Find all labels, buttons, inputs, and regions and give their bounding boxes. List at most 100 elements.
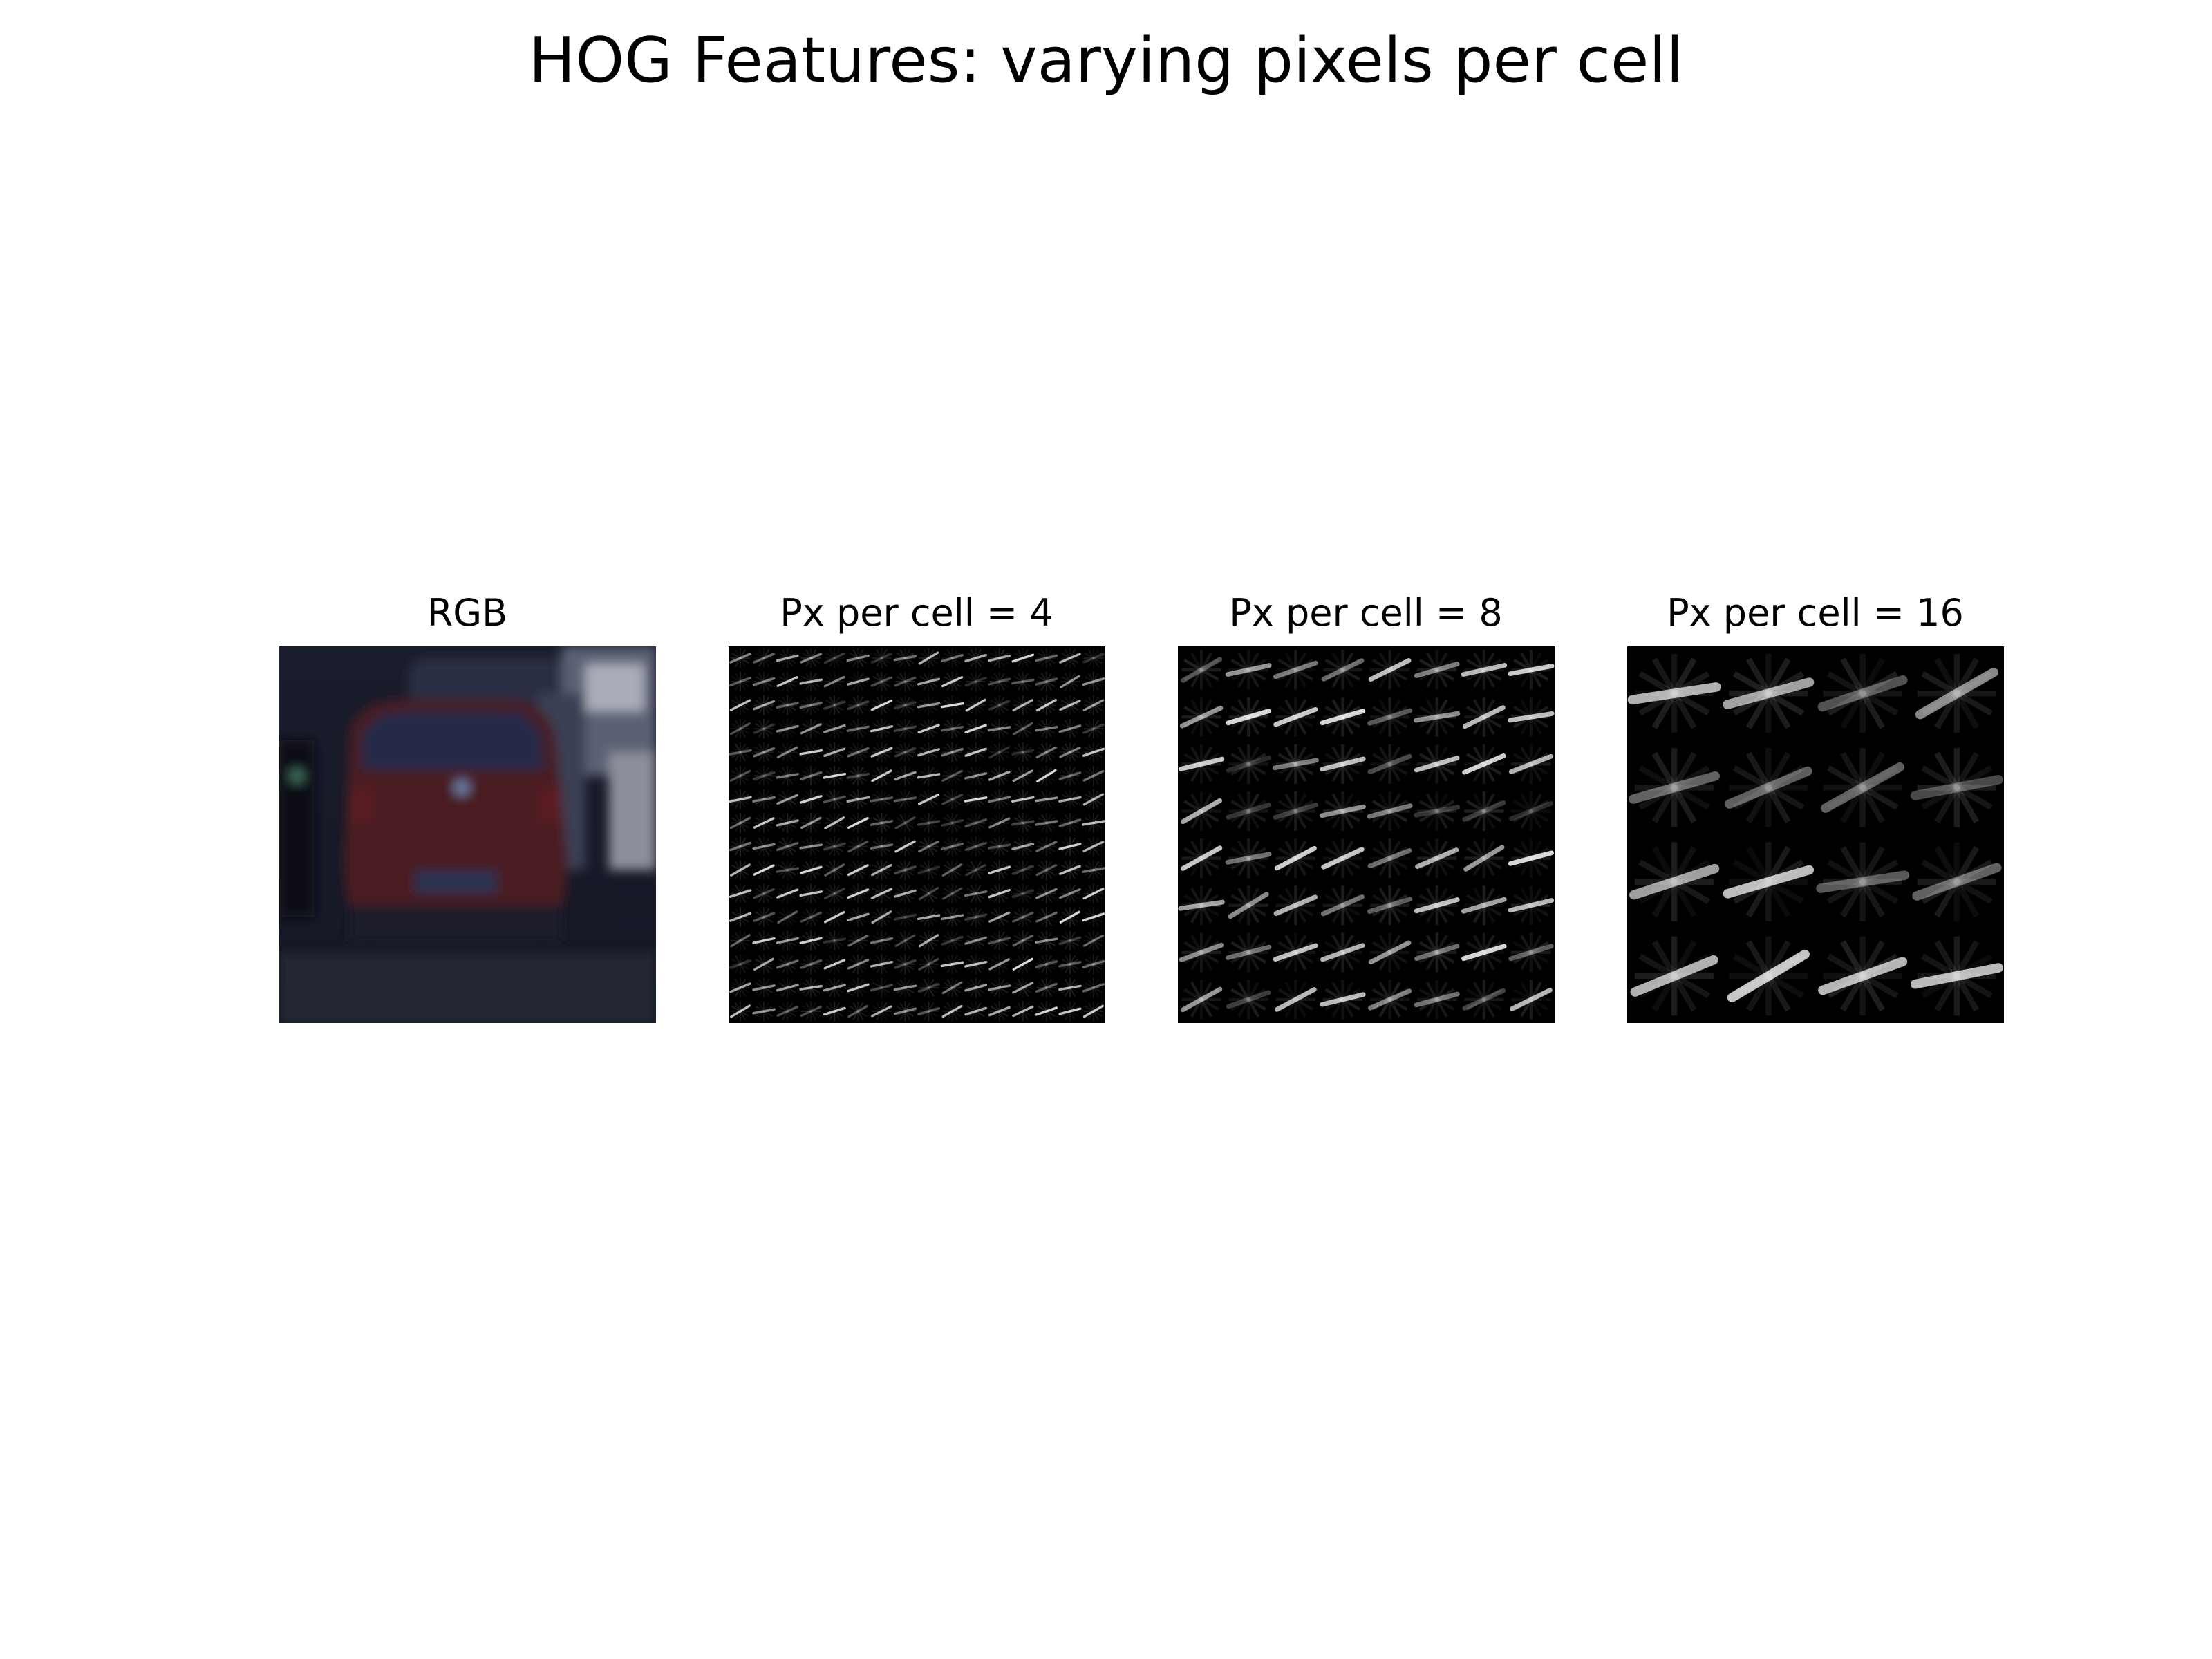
- hog-cell-glyph: [896, 1005, 915, 1018]
- hog-cell-glyph: [988, 746, 1010, 759]
- hog-cell-glyph: [825, 652, 844, 664]
- hog-cell-glyph: [1226, 990, 1271, 1009]
- hog-cell-glyph: [1513, 941, 1549, 964]
- hog-cell-glyph: [829, 790, 841, 809]
- hog-cell-glyph: [1821, 762, 1905, 813]
- hog-cell-glyph: [1414, 991, 1460, 1008]
- hog-cell-glyph: [1181, 798, 1223, 825]
- hog-cell-glyph: [1064, 720, 1076, 738]
- hog-cell-glyph: [846, 772, 870, 779]
- hog-cell-glyph: [1840, 845, 1885, 918]
- hog-cell-glyph: [1277, 800, 1314, 823]
- hog-cell-glyph: [1040, 908, 1052, 926]
- hog-cell-glyph: [825, 794, 844, 805]
- hog-cell-glyph: [988, 817, 1011, 829]
- hog-cell-glyph: [894, 889, 917, 898]
- hog-cell-glyph: [849, 747, 868, 758]
- hog-cell-glyph: [1017, 861, 1029, 879]
- hog-cell-glyph: [1273, 803, 1319, 820]
- hog-cell-glyph: [1040, 649, 1052, 667]
- hog-cell-glyph: [941, 676, 964, 688]
- hog-cell-glyph: [1627, 682, 1721, 705]
- hog-cell-glyph: [1513, 800, 1549, 823]
- hog-cell-glyph: [1320, 709, 1366, 726]
- hog-cell-glyph: [1818, 957, 1908, 995]
- hog-cell-glyph: [988, 700, 1011, 711]
- hog-cell-glyph: [1087, 861, 1100, 879]
- hog-cell-glyph: [943, 864, 962, 876]
- hog-cell-glyph: [825, 652, 844, 664]
- hog-cell-glyph: [1064, 884, 1076, 903]
- hog-cell-glyph: [1060, 723, 1079, 735]
- hog-cell-glyph: [852, 931, 864, 950]
- hog-cell-glyph: [802, 770, 821, 782]
- hog-cell-glyph: [852, 955, 864, 973]
- hog-cell-glyph: [758, 884, 770, 903]
- hog-cell-glyph: [802, 700, 821, 711]
- hog-cell-glyph: [753, 912, 776, 922]
- hog-cell-glyph: [876, 931, 888, 950]
- hog-cell-glyph: [1085, 982, 1103, 993]
- hog-cell-glyph: [1017, 908, 1029, 926]
- hog-cell-glyph: [1040, 955, 1052, 973]
- hog-cell-glyph: [729, 889, 752, 898]
- hog-cell-glyph: [946, 790, 958, 809]
- hog-cell-glyph: [993, 696, 1005, 715]
- hog-cell-glyph: [829, 649, 841, 667]
- hog-cell-glyph: [872, 794, 891, 805]
- hog-cell-glyph: [755, 794, 774, 805]
- hog-cell-glyph: [1017, 673, 1029, 691]
- hog-cell-glyph: [1418, 941, 1455, 964]
- hog-cell-glyph: [1230, 753, 1267, 776]
- hog-cell-glyph: [1237, 982, 1260, 1018]
- hog-cell-glyph: [1425, 793, 1448, 830]
- hog-cell-glyph: [899, 1002, 911, 1020]
- hog-cell-glyph: [1017, 743, 1029, 762]
- hog-cell-glyph: [964, 842, 987, 852]
- hog-cell-glyph: [1037, 652, 1056, 664]
- hog-cell-glyph: [755, 747, 774, 758]
- hog-cell-glyph: [1017, 814, 1029, 832]
- hog-cell-glyph: [943, 794, 962, 805]
- hog-cell-glyph: [894, 701, 917, 710]
- hog-cell-glyph: [1425, 652, 1448, 688]
- hog-cell-glyph: [1425, 982, 1448, 1018]
- hog-cell-glyph: [825, 676, 844, 688]
- hog-cell-glyph: [1367, 708, 1413, 726]
- hog-cell-glyph: [731, 958, 749, 970]
- hog-cell-glyph: [802, 911, 821, 923]
- hog-cell-glyph: [1367, 753, 1412, 774]
- hog-cell-glyph: [896, 676, 915, 688]
- hog-cell-glyph: [870, 984, 893, 992]
- hog-cell-glyph: [825, 888, 844, 899]
- hog-cell-glyph: [1064, 814, 1076, 832]
- hog-cell-glyph: [966, 864, 985, 876]
- hog-cell-glyph: [1840, 845, 1885, 918]
- hog-cell-glyph: [1082, 867, 1105, 873]
- hog-cell-glyph: [1082, 677, 1105, 686]
- hog-cell-glyph: [1017, 861, 1029, 879]
- hog-cell-glyph: [1082, 912, 1105, 922]
- hog-cell-glyph: [1060, 675, 1080, 688]
- hog-cell-glyph: [1508, 664, 1555, 677]
- hog-cell-glyph: [1034, 796, 1058, 803]
- panel-title-px16: Px per cell = 16: [1667, 591, 1964, 635]
- hog-cell-glyph: [758, 743, 770, 762]
- panel-title-rgb: RGB: [427, 591, 508, 635]
- hog-cell-glyph: [729, 982, 751, 993]
- hog-cell-glyph: [871, 863, 892, 877]
- hog-cell-glyph: [805, 1002, 817, 1020]
- hog-cell-glyph: [805, 696, 817, 715]
- hog-cell-glyph: [1082, 820, 1105, 826]
- hog-cell-glyph: [1513, 800, 1549, 823]
- hog-cell-glyph: [988, 888, 1011, 899]
- hog-cell-glyph: [1465, 800, 1502, 823]
- hog-cell-glyph: [1017, 931, 1029, 950]
- hog-cell-glyph: [1378, 699, 1401, 735]
- hog-cell-glyph: [1040, 861, 1052, 879]
- hog-cell-glyph: [1064, 743, 1076, 762]
- hog-cell-glyph: [1011, 865, 1034, 875]
- hog-cell-glyph: [993, 814, 1005, 832]
- hog-cell-glyph: [943, 817, 962, 829]
- hog-cell-glyph: [1040, 743, 1052, 762]
